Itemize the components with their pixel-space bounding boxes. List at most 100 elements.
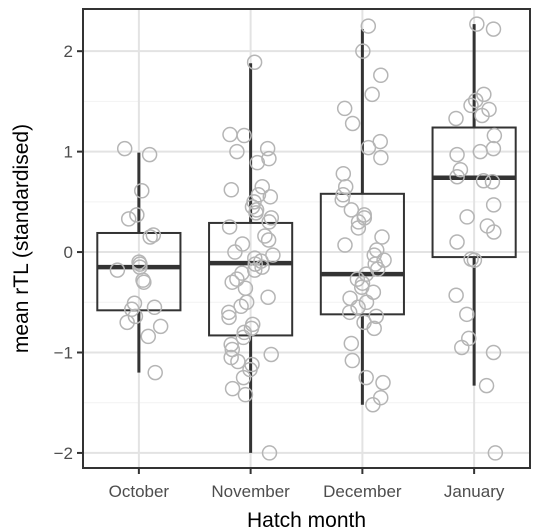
data-point	[454, 339, 470, 356]
data-point	[235, 369, 252, 386]
data-point	[373, 149, 389, 166]
data-point	[260, 232, 277, 248]
data-point	[365, 396, 381, 413]
data-point	[261, 445, 278, 461]
data-point	[475, 172, 492, 189]
y-tick-label: 1	[64, 143, 73, 162]
data-point	[341, 304, 358, 321]
data-point	[358, 369, 374, 386]
y-tick-label: 2	[64, 42, 73, 61]
data-point	[337, 237, 353, 253]
data-point	[459, 209, 475, 225]
boxplot-january	[431, 24, 517, 386]
data-point	[358, 294, 375, 311]
data-point	[366, 247, 382, 263]
x-axis-title: Hatch month	[247, 509, 366, 532]
data-point	[119, 314, 135, 331]
data-point	[474, 107, 490, 124]
data-point	[136, 274, 152, 290]
data-point	[355, 43, 371, 59]
data-point	[349, 271, 366, 287]
data-point	[463, 251, 479, 267]
data-point	[221, 219, 238, 235]
data-point	[246, 54, 263, 70]
data-point	[463, 97, 479, 114]
data-point	[229, 271, 245, 287]
data-point	[485, 344, 502, 361]
y-tick-label: −2	[54, 444, 73, 463]
data-point	[343, 335, 360, 352]
data-point	[235, 329, 252, 346]
data-point	[147, 364, 163, 381]
data-point	[223, 182, 240, 198]
data-point	[375, 374, 391, 391]
data-point	[237, 386, 254, 403]
data-point	[142, 229, 158, 245]
minor-grid-lines	[83, 100, 530, 404]
data-point	[373, 67, 389, 84]
data-point	[141, 146, 158, 163]
data-point	[449, 168, 465, 185]
data-point	[247, 256, 263, 272]
data-point	[146, 299, 163, 316]
data-point	[262, 189, 279, 205]
data-point	[243, 320, 260, 337]
data-point	[335, 187, 351, 203]
data-point	[360, 18, 377, 34]
data-point	[260, 289, 276, 306]
data-point	[476, 86, 492, 103]
y-tick-label: −1	[54, 343, 73, 362]
data-point	[120, 211, 137, 227]
data-point	[485, 21, 502, 37]
data-point	[145, 227, 162, 243]
data-point	[336, 100, 353, 117]
data-point	[221, 304, 237, 321]
data-point	[224, 380, 241, 397]
data-point	[484, 174, 501, 190]
data-point	[249, 154, 266, 171]
interquartile-box	[431, 126, 517, 259]
data-point	[486, 127, 503, 144]
y-tick-label: 0	[64, 243, 73, 262]
data-point	[254, 259, 270, 275]
data-point	[486, 224, 502, 240]
panel-border	[82, 8, 531, 469]
data-point	[254, 179, 270, 195]
data-point	[229, 143, 245, 160]
data-point	[248, 205, 264, 221]
y-axis-ticks: −2 −1 0 1 2	[54, 42, 83, 463]
data-point	[257, 228, 273, 244]
x-tick-label: January	[444, 482, 505, 501]
data-point	[485, 197, 502, 213]
data-point	[350, 299, 366, 316]
data-point	[360, 139, 377, 156]
jitter-points	[109, 16, 504, 461]
data-point	[221, 309, 237, 326]
data-point	[374, 229, 390, 245]
x-tick-label: November	[211, 482, 290, 501]
data-point	[366, 320, 382, 337]
data-point	[459, 306, 475, 323]
data-point	[449, 234, 465, 250]
data-point	[364, 86, 380, 103]
boxes-group	[96, 24, 517, 453]
data-point	[368, 308, 384, 325]
data-point	[261, 150, 277, 167]
x-tick-label: October	[109, 482, 170, 501]
data-point	[236, 127, 252, 144]
data-point	[116, 140, 133, 157]
data-point	[227, 244, 243, 260]
data-point	[261, 214, 277, 230]
data-point	[452, 161, 469, 178]
data-point	[350, 220, 367, 236]
data-point	[134, 183, 150, 199]
data-point	[140, 328, 157, 345]
data-point	[224, 274, 240, 290]
data-point	[350, 214, 367, 230]
data-point	[236, 324, 252, 341]
data-point	[487, 445, 504, 461]
data-point	[448, 110, 464, 127]
data-point	[467, 92, 484, 109]
